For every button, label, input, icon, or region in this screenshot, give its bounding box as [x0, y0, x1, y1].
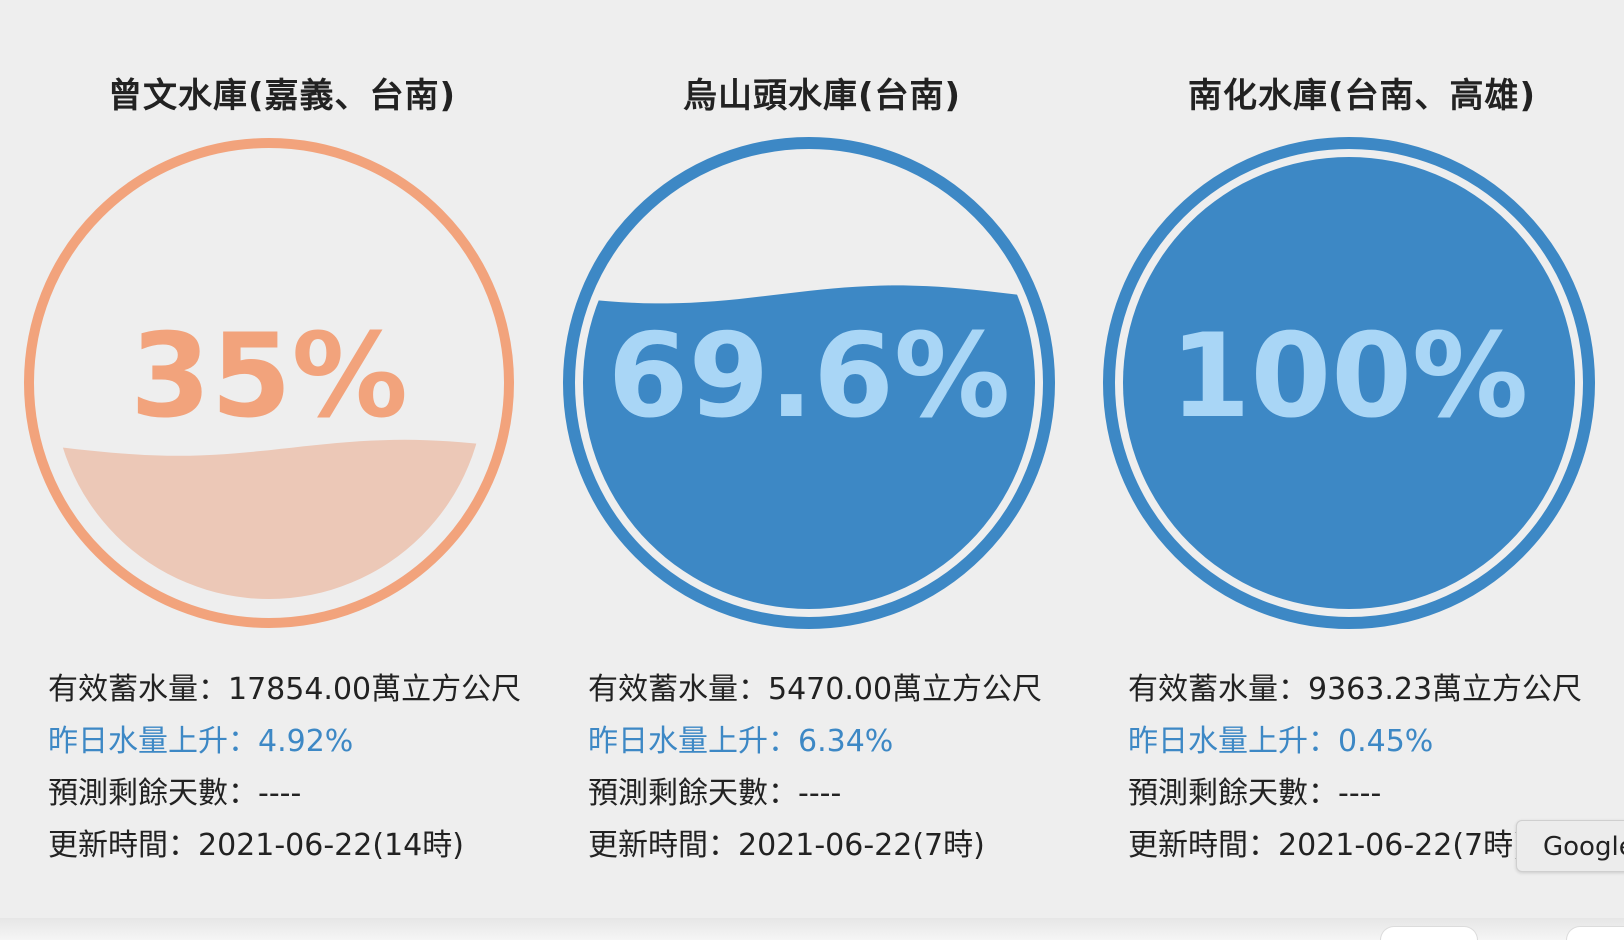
reservoir-title: 南化水庫(台南、高雄): [1187, 76, 1537, 116]
gauge-ring: [24, 138, 514, 628]
reservoir-info: 有效蓄水量：17854.00萬立方公尺 昨日水量上升：4.92% 預測剩餘天數：…: [48, 664, 521, 872]
water-level-gauge: 69.6%: [558, 132, 1060, 634]
bottom-tab-right[interactable]: [1566, 926, 1624, 940]
water-fill: [53, 439, 485, 599]
reservoir-info: 有效蓄水量：9363.23萬立方公尺 昨日水量上升：0.45% 預測剩餘天數：-…: [1128, 664, 1582, 872]
yesterday-change: 昨日水量上升：4.92%: [48, 724, 354, 759]
update-time: 更新時間：2021-06-22(7時): [1128, 828, 1525, 863]
forecast-days: 預測剩餘天數：----: [1128, 776, 1382, 811]
google-translate-chip[interactable]: Google: [1516, 820, 1624, 872]
forecast-days: 預測剩餘天數：----: [48, 776, 302, 811]
water-level-gauge: 100%: [1098, 132, 1600, 634]
reservoir-info: 有效蓄水量：5470.00萬立方公尺 昨日水量上升：6.34% 預測剩餘天數：-…: [588, 664, 1042, 872]
effective-storage: 有效蓄水量：17854.00萬立方公尺: [48, 672, 522, 707]
reservoir-card-zengwen: 曾文水庫(嘉義、台南) 35% 有效蓄水量：17854.00萬立方公尺 昨日水量…: [12, 0, 552, 900]
gauge-ring: [1103, 137, 1595, 629]
forecast-days: 預測剩餘天數：----: [588, 776, 842, 811]
update-time: 更新時間：2021-06-22(7時): [588, 828, 985, 863]
update-time: 更新時間：2021-06-22(14時): [48, 828, 464, 863]
gauge-ring: [563, 137, 1055, 629]
percent-label: 100%: [1170, 309, 1528, 444]
yesterday-change: 昨日水量上升：6.34%: [588, 724, 894, 759]
effective-storage: 有效蓄水量：9363.23萬立方公尺: [1128, 672, 1583, 707]
water-fill: [1123, 157, 1575, 609]
yesterday-change: 昨日水量上升：0.45%: [1128, 724, 1434, 759]
gauge-svg: 69.6%: [563, 137, 1055, 629]
bottom-tab-left[interactable]: [1380, 926, 1478, 940]
reservoir-card-nanhua: 南化水庫(台南、高雄) 100% 有效蓄水量：9363.23萬立方公尺 昨日水量…: [1092, 0, 1624, 900]
gauge-svg: 35%: [24, 138, 514, 628]
percent-label: 69.6%: [608, 309, 1010, 444]
reservoir-title: 烏山頭水庫(台南): [682, 76, 962, 116]
effective-storage: 有效蓄水量：5470.00萬立方公尺: [588, 672, 1043, 707]
water-fill: [583, 285, 1035, 609]
water-level-gauge: 35%: [18, 132, 520, 634]
bottom-scroll-edge: [0, 918, 1624, 940]
reservoir-card-wushantou: 烏山頭水庫(台南) 69.6% 有效蓄水量：5470.00萬立方公尺 昨日水量上…: [552, 0, 1092, 900]
gauge-svg: 100%: [1103, 137, 1595, 629]
reservoir-title: 曾文水庫(嘉義、台南): [107, 76, 457, 116]
percent-label: 35%: [130, 309, 408, 444]
